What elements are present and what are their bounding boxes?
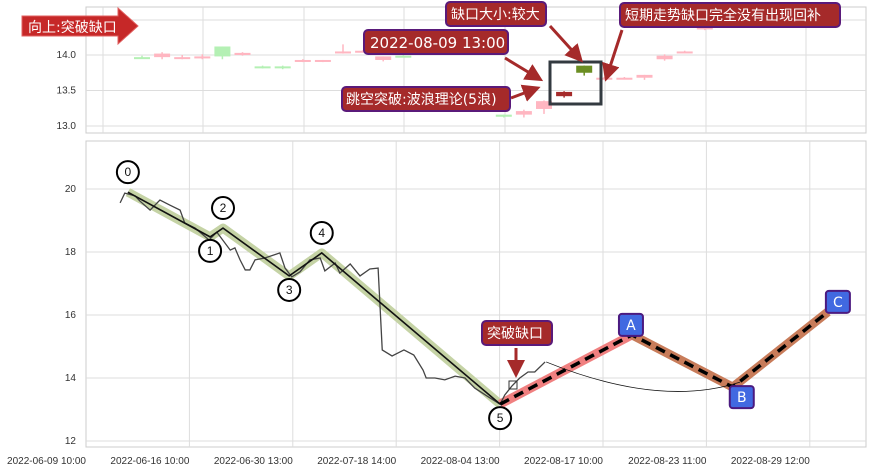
impulse-line [127, 191, 501, 405]
candle-body [355, 50, 372, 53]
wave-marker [277, 277, 302, 302]
candle-body [556, 91, 573, 97]
candle-body [214, 46, 231, 57]
candle-body [536, 101, 552, 109]
y-tick: 12 [65, 436, 77, 447]
bottom-x-axis: 2022-06-09 10:00 2022-06-16 10:00 2022-06-… [7, 456, 810, 467]
gap-time-label: 2022-08-09 13:00 [370, 34, 505, 52]
gap-time-arrow [504, 56, 544, 82]
breakout-marker [508, 380, 518, 390]
top-y-tick: 13.5 [57, 86, 77, 97]
breakout-label: 突破缺口 [487, 326, 543, 342]
gap-type-arrow [510, 84, 541, 102]
gap-fill-box [619, 2, 841, 28]
candle-body [254, 66, 271, 69]
candle-body [375, 56, 392, 60]
top-y-tick: 13.0 [57, 121, 77, 132]
wave-marker [115, 160, 140, 185]
candle-body [656, 55, 673, 60]
bottom-y-axis: 12 14 16 18 20 [65, 184, 77, 447]
candle-body [515, 111, 532, 115]
abc-marker [617, 312, 644, 337]
abc-label: B [737, 390, 747, 406]
gap-type-box [341, 86, 511, 112]
abc-marker [728, 385, 755, 410]
breakout-box [481, 320, 553, 346]
title-arrow-shape [21, 6, 139, 46]
y-tick: 14 [65, 373, 77, 384]
candle-body [314, 59, 331, 62]
wave-label: 3 [286, 283, 293, 297]
wave-marker [488, 406, 513, 431]
abc-marker [824, 289, 851, 314]
wave-label: 0 [125, 165, 132, 179]
candle-body [274, 66, 291, 69]
gap-time-box [363, 29, 509, 55]
wave-marker [211, 196, 236, 221]
gap-size-label: 缺口大小:较大 [451, 7, 540, 23]
candle-body [495, 114, 512, 117]
abc-label: A [626, 318, 636, 334]
gap-size-box [445, 1, 547, 27]
x-tick: 2022-07-18 14:00 [317, 456, 396, 467]
x-tick: 2022-08-04 13:00 [421, 456, 500, 467]
wave-labels: 0 1 2 3 4 5 A B C [115, 160, 851, 431]
wave-marker [198, 238, 223, 263]
gap-fill-label: 短期走势缺口完全没有出现回补 [625, 7, 821, 24]
gap-fill-arrow [602, 29, 624, 82]
candle-body [194, 56, 211, 59]
candle-body [134, 57, 150, 60]
candle-body [576, 65, 593, 73]
wave-label: 5 [497, 411, 504, 425]
candle-body [335, 51, 351, 54]
y-tick: 20 [65, 184, 77, 195]
x-tick: 2022-08-17 10:00 [524, 456, 603, 467]
candle-body [234, 52, 251, 55]
abc-label: C [833, 295, 843, 311]
y-tick: 18 [65, 247, 77, 258]
wave-label: 2 [220, 201, 227, 215]
wave-lines [127, 191, 829, 406]
candle-body [174, 57, 191, 60]
wave-label: 1 [207, 244, 214, 258]
candle-body [596, 77, 613, 80]
candle-body [154, 53, 171, 58]
top-y-axis: 13.0 13.5 14.0 [57, 50, 77, 132]
candles [134, 25, 713, 118]
x-tick: 2022-06-16 10:00 [110, 456, 189, 467]
correction-dashed-line [499, 310, 829, 406]
x-tick: 2022-08-29 12:00 [731, 456, 810, 467]
candle-body [676, 51, 693, 54]
gap-type-label: 跳空突破:波浪理论(5浪) [346, 92, 497, 108]
wave-marker [309, 220, 334, 245]
gap-size-arrow [548, 24, 584, 63]
projection-arc [545, 361, 741, 392]
y-tick: 16 [65, 310, 77, 321]
x-tick: 2022-06-30 13:00 [214, 456, 293, 467]
candle-body [395, 55, 412, 58]
wave-label: 4 [318, 226, 325, 240]
title-arrow-label: 向上:突破缺口 [28, 20, 117, 36]
candle-body [636, 74, 653, 78]
candle-body [294, 59, 311, 62]
top-y-tick: 14.0 [57, 50, 77, 61]
x-tick: 2022-08-23 11:00 [628, 456, 707, 467]
candle-body [696, 26, 713, 30]
candle-body [616, 77, 633, 80]
x-tick: 2022-06-09 10:00 [7, 456, 86, 467]
annotations: 向上:突破缺口 2022-08-09 13:00 跳空突破:波浪理论(5浪) 缺… [21, 1, 841, 390]
